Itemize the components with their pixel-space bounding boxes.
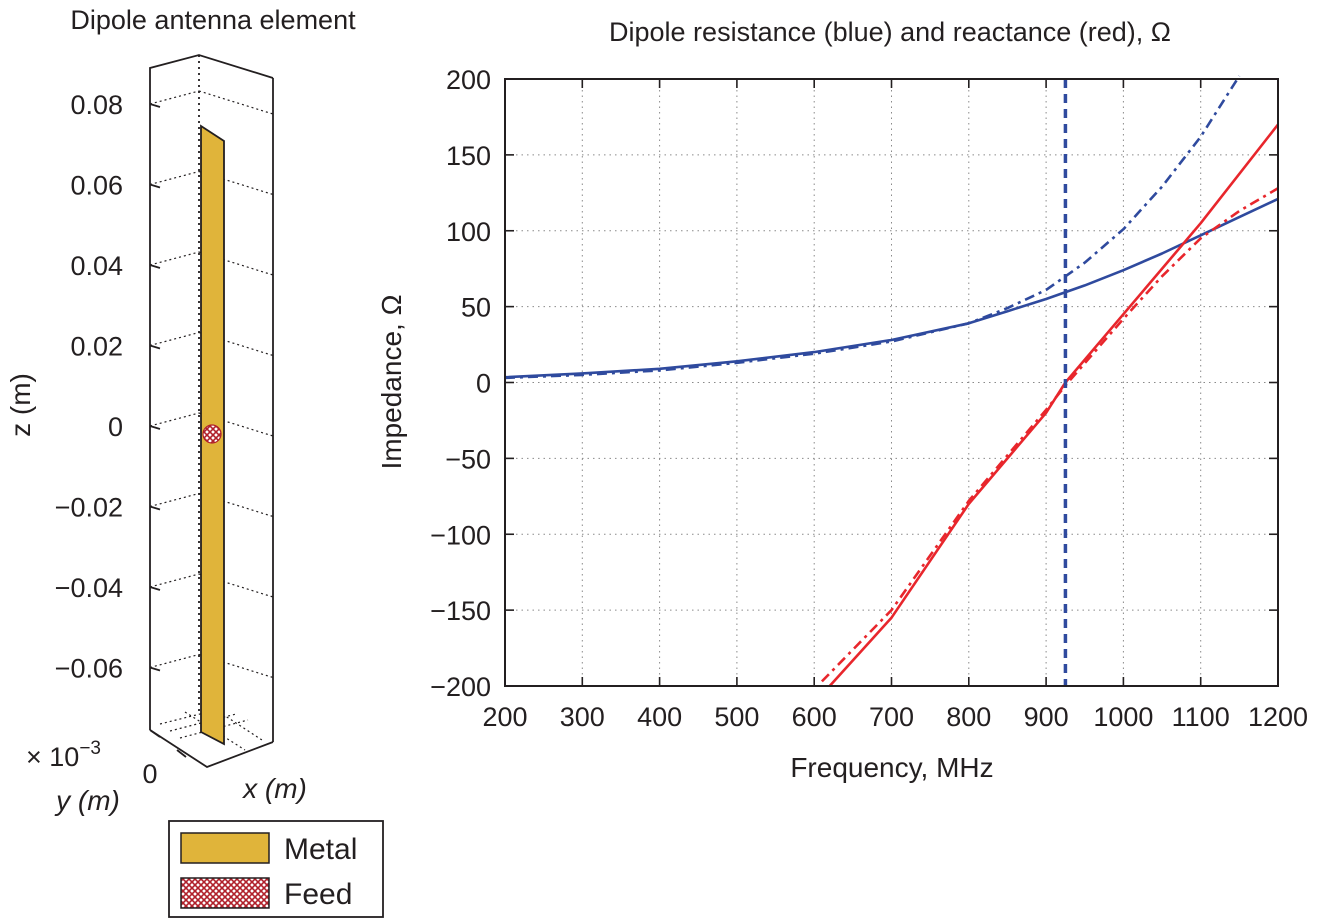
antenna-grid-line <box>149 331 200 347</box>
x-axis-label-text: x (m) <box>241 773 307 804</box>
x-tick-label: 900 <box>1024 702 1069 732</box>
box-bottom-edges <box>149 729 274 769</box>
y-tick-label: 0 <box>476 369 491 399</box>
antenna-grid-line <box>149 653 200 669</box>
feed-marker <box>202 424 222 444</box>
box-back-edges <box>149 54 274 730</box>
z-tick-mark <box>149 344 161 350</box>
x-tick-label: 800 <box>946 702 991 732</box>
legend-metal-swatch <box>180 832 270 864</box>
antenna-grid-line <box>149 170 200 186</box>
x-tick-label: 300 <box>560 702 605 732</box>
z-tick-label: 0.08 <box>70 90 123 120</box>
exponent-times: × 10 <box>26 742 79 772</box>
antenna-grid-line <box>149 412 200 427</box>
antenna-grid-line <box>149 90 200 105</box>
series-line-resistance-solid <box>504 197 1279 379</box>
z-tick-label: −0.04 <box>55 573 123 603</box>
exponent-label: × 10−3 <box>26 738 101 772</box>
legend-metal-label: Metal <box>284 833 357 866</box>
y-tick-label: 50 <box>461 293 491 323</box>
x-tick-label: 1100 <box>1172 702 1230 732</box>
z-tick-label: 0.06 <box>70 171 123 201</box>
y-tick-mark <box>149 729 161 738</box>
antenna-grid-line <box>198 90 274 115</box>
antenna-grid-line <box>149 573 200 588</box>
z-tick-mark <box>149 505 161 511</box>
series-line-reactance-dashdot <box>820 187 1279 683</box>
legend-feed-label: Feed <box>284 878 352 911</box>
z-tick-label: −0.06 <box>55 654 123 684</box>
legend-feed-swatch <box>180 877 270 909</box>
exponent-power: −3 <box>79 738 101 759</box>
z-tick-mark <box>149 666 161 672</box>
x-tick-label: 200 <box>482 702 527 732</box>
y-tick-label: 100 <box>446 217 491 247</box>
z-tick-mark <box>149 586 161 591</box>
y-tick-label: 200 <box>446 65 491 95</box>
y-axis-label-text: y (m) <box>54 785 120 816</box>
y-tick-label: −50 <box>445 444 491 474</box>
chart-title: Dipole resistance (blue) and reactance (… <box>609 17 1171 47</box>
z-tick-label: 0.04 <box>70 251 123 281</box>
x-tick-label: 1200 <box>1248 702 1308 732</box>
z-tick-label: 0 <box>108 412 123 442</box>
z-tick-label: −0.02 <box>55 493 123 523</box>
plot-gridlines <box>505 79 1278 686</box>
plot-series <box>504 75 1280 687</box>
z-tick-mark <box>149 264 161 269</box>
antenna-box-frame <box>149 54 274 769</box>
y-tick-label: −200 <box>430 672 491 702</box>
x-tick-label: 700 <box>869 702 914 732</box>
antenna-gridlines <box>149 90 274 679</box>
y-tick-label: 0 <box>142 759 157 789</box>
y-axis-title: Impedance, Ω <box>376 294 407 469</box>
z-tick-mark <box>149 425 161 430</box>
x-tick-label: 400 <box>637 702 682 732</box>
y-tick-label: 150 <box>446 141 491 171</box>
antenna-legend: Metal Feed <box>168 820 384 918</box>
x-tick-label: 500 <box>714 702 759 732</box>
antenna-z-ticks: 0.08 0.06 0.04 0.02 0 −0.02 −0.04 −0.06 <box>55 90 161 684</box>
antenna-grid-line <box>149 492 200 508</box>
floor-grid-line <box>159 707 225 725</box>
antenna-title: Dipole antenna element <box>70 5 356 35</box>
x-tick-label: 600 <box>792 702 837 732</box>
x-tick-label: 1000 <box>1093 702 1153 732</box>
antenna-panel: Dipole antenna element 0.080.060.040.020… <box>5 5 384 918</box>
plot-ticks: 200 300 400 500 600 700 800 900 1000 1100 12002001… <box>430 65 1308 732</box>
y-tick-mark <box>176 749 187 758</box>
y-tick-label: −150 <box>430 596 491 626</box>
z-tick-label: 0.02 <box>70 332 123 362</box>
y-tick-label: −100 <box>430 520 491 550</box>
z-axis-label: z (m) <box>5 373 36 437</box>
z-tick-mark <box>149 103 161 108</box>
x-axis-label: x (m) <box>241 773 307 804</box>
z-tick-mark <box>149 183 161 189</box>
series-line-resistance-dashdot <box>504 75 1241 380</box>
x-axis-title: Frequency, MHz <box>790 752 993 783</box>
impedance-chart: Dipole resistance (blue) and reactance (… <box>376 17 1308 783</box>
floor-grid-line <box>169 713 237 732</box>
antenna-grid-line <box>149 251 200 266</box>
y-axis-label: y (m) <box>54 785 120 816</box>
